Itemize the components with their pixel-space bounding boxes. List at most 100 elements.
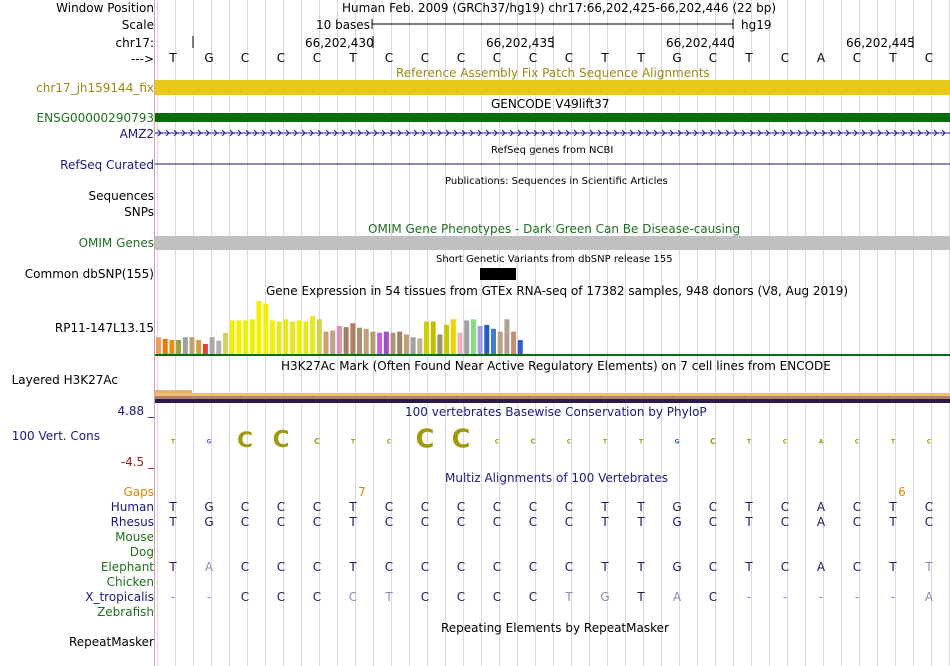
alignment-base: C bbox=[312, 560, 322, 574]
alignment-base: C bbox=[492, 590, 502, 604]
gtex-bar-chart bbox=[156, 300, 523, 354]
repeatmasker-label[interactable]: RepeatMasker bbox=[68, 635, 154, 649]
fix-patch-label[interactable]: chr17_jh159144_fix bbox=[36, 81, 154, 95]
alignment-base: A bbox=[816, 515, 826, 529]
amz2-strand-arrow bbox=[157, 129, 162, 137]
amz2-strand-arrow bbox=[621, 129, 626, 137]
amz2-strand-arrow bbox=[861, 129, 866, 137]
amz2-gene-line bbox=[155, 129, 950, 137]
species-label[interactable]: Human bbox=[110, 500, 154, 514]
amz2-strand-arrow bbox=[853, 129, 858, 137]
sequence-base: G bbox=[204, 51, 214, 65]
gtex-tissue-bar bbox=[310, 315, 316, 354]
publications-snps-label[interactable]: SNPs bbox=[124, 205, 154, 219]
alignment-base: C bbox=[456, 500, 466, 514]
alignment-base: - bbox=[746, 590, 752, 604]
gencode-label[interactable]: ENSG00000290793 bbox=[36, 111, 154, 125]
phylop-base-glyph: C bbox=[567, 438, 572, 445]
amz2-strand-arrow bbox=[245, 129, 250, 137]
omim-title: OMIM Gene Phenotypes - Dark Green Can Be… bbox=[368, 222, 741, 236]
gtex-gene-label[interactable]: RP11-147L13.15 bbox=[54, 321, 154, 335]
amz2-strand-arrow bbox=[229, 129, 234, 137]
phylop-label[interactable]: 100 Vert. Cons bbox=[11, 429, 100, 443]
amz2-label[interactable]: AMZ2 bbox=[119, 127, 154, 141]
amz2-strand-arrow bbox=[677, 129, 682, 137]
gtex-tissue-bar bbox=[444, 324, 450, 354]
gtex-tissue-bar bbox=[350, 323, 356, 354]
alignment-base: C bbox=[564, 500, 574, 514]
alignment-base: T bbox=[889, 500, 897, 514]
amz2-strand-arrow bbox=[357, 129, 362, 137]
alignment-base: G bbox=[600, 590, 610, 604]
amz2-strand-arrow bbox=[893, 129, 898, 137]
grid-line bbox=[211, 0, 212, 666]
gtex-tissue-bar bbox=[303, 321, 309, 354]
omim-label[interactable]: OMIM Genes bbox=[78, 236, 154, 250]
gtex-tissue-bar bbox=[189, 337, 195, 354]
dbsnp-label[interactable]: Common dbSNP(155) bbox=[24, 267, 154, 281]
amz2-strand-arrow bbox=[661, 129, 666, 137]
tick-label: 66,202,445 bbox=[846, 36, 915, 50]
alignment-base: C bbox=[528, 560, 538, 574]
publications-sequences-label[interactable]: Sequences bbox=[88, 189, 154, 203]
phylop-base-glyph: T bbox=[351, 438, 356, 445]
alignment-base: - bbox=[818, 590, 824, 604]
alignment-base: C bbox=[240, 500, 250, 514]
grid-line bbox=[607, 0, 608, 666]
amz2-strand-arrow bbox=[493, 129, 498, 137]
species-label[interactable]: Mouse bbox=[115, 530, 154, 544]
species-label[interactable]: Elephant bbox=[100, 560, 154, 574]
phylop-base-glyph: T bbox=[891, 438, 896, 445]
grid-line bbox=[625, 0, 626, 666]
species-label[interactable]: Rhesus bbox=[110, 515, 154, 529]
arrow-label: ---> bbox=[130, 52, 154, 66]
alignment-base: G bbox=[672, 560, 682, 574]
alignment-base: G bbox=[672, 515, 682, 529]
tick-label: 66,202,440 bbox=[666, 36, 735, 50]
amz2-strand-arrow bbox=[341, 129, 346, 137]
alignment-base: - bbox=[170, 590, 176, 604]
amz2-strand-arrow bbox=[365, 129, 370, 137]
amz2-strand-arrow bbox=[317, 129, 322, 137]
species-label[interactable]: Dog bbox=[129, 545, 154, 559]
gtex-tissue-bar bbox=[323, 331, 329, 354]
species-label[interactable]: Chicken bbox=[106, 575, 154, 589]
gtex-tissue-bar bbox=[370, 331, 376, 354]
h3k27ac-label[interactable]: Layered H3K27Ac bbox=[11, 373, 118, 387]
grid-line bbox=[751, 0, 752, 666]
alignment-base: C bbox=[240, 590, 250, 604]
position-text: Human Feb. 2009 (GRCh37/hg19) chr17:66,2… bbox=[342, 1, 777, 15]
species-label[interactable]: Zebrafish bbox=[97, 605, 154, 619]
tick-label: 66,202,435 bbox=[486, 36, 555, 50]
amz2-strand-arrow bbox=[669, 129, 674, 137]
alignment-base: C bbox=[924, 515, 934, 529]
alignment-base: C bbox=[708, 560, 718, 574]
species-label[interactable]: X_tropicalis bbox=[85, 590, 154, 604]
phylop-base-glyph: C bbox=[855, 438, 860, 445]
alignment-base: A bbox=[204, 560, 214, 574]
alignment-base: A bbox=[816, 560, 826, 574]
amz2-strand-arrow bbox=[829, 129, 834, 137]
sequence-base: T bbox=[349, 51, 357, 65]
h3k27ac-layer bbox=[155, 396, 950, 399]
amz2-strand-arrow bbox=[349, 129, 354, 137]
alignment-base: A bbox=[816, 500, 826, 514]
phylop-base-glyph: C bbox=[387, 438, 392, 445]
amz2-strand-arrow bbox=[925, 129, 930, 137]
refseq-label[interactable]: RefSeq Curated bbox=[60, 158, 154, 172]
amz2-strand-arrow bbox=[397, 129, 402, 137]
alignment-base: T bbox=[349, 500, 357, 514]
amz2-strand-arrow bbox=[445, 129, 450, 137]
alignment-base: T bbox=[601, 560, 609, 574]
phylop-base-glyph: C bbox=[273, 427, 290, 453]
gtex-tissue-bar bbox=[202, 343, 208, 354]
gtex-tissue-bar bbox=[276, 321, 282, 354]
sequence-base: C bbox=[528, 51, 538, 65]
alignment-base: C bbox=[312, 500, 322, 514]
amz2-strand-arrow bbox=[645, 129, 650, 137]
grid-line bbox=[229, 0, 230, 666]
grid-line bbox=[805, 0, 806, 666]
alignment-base: C bbox=[456, 590, 466, 604]
